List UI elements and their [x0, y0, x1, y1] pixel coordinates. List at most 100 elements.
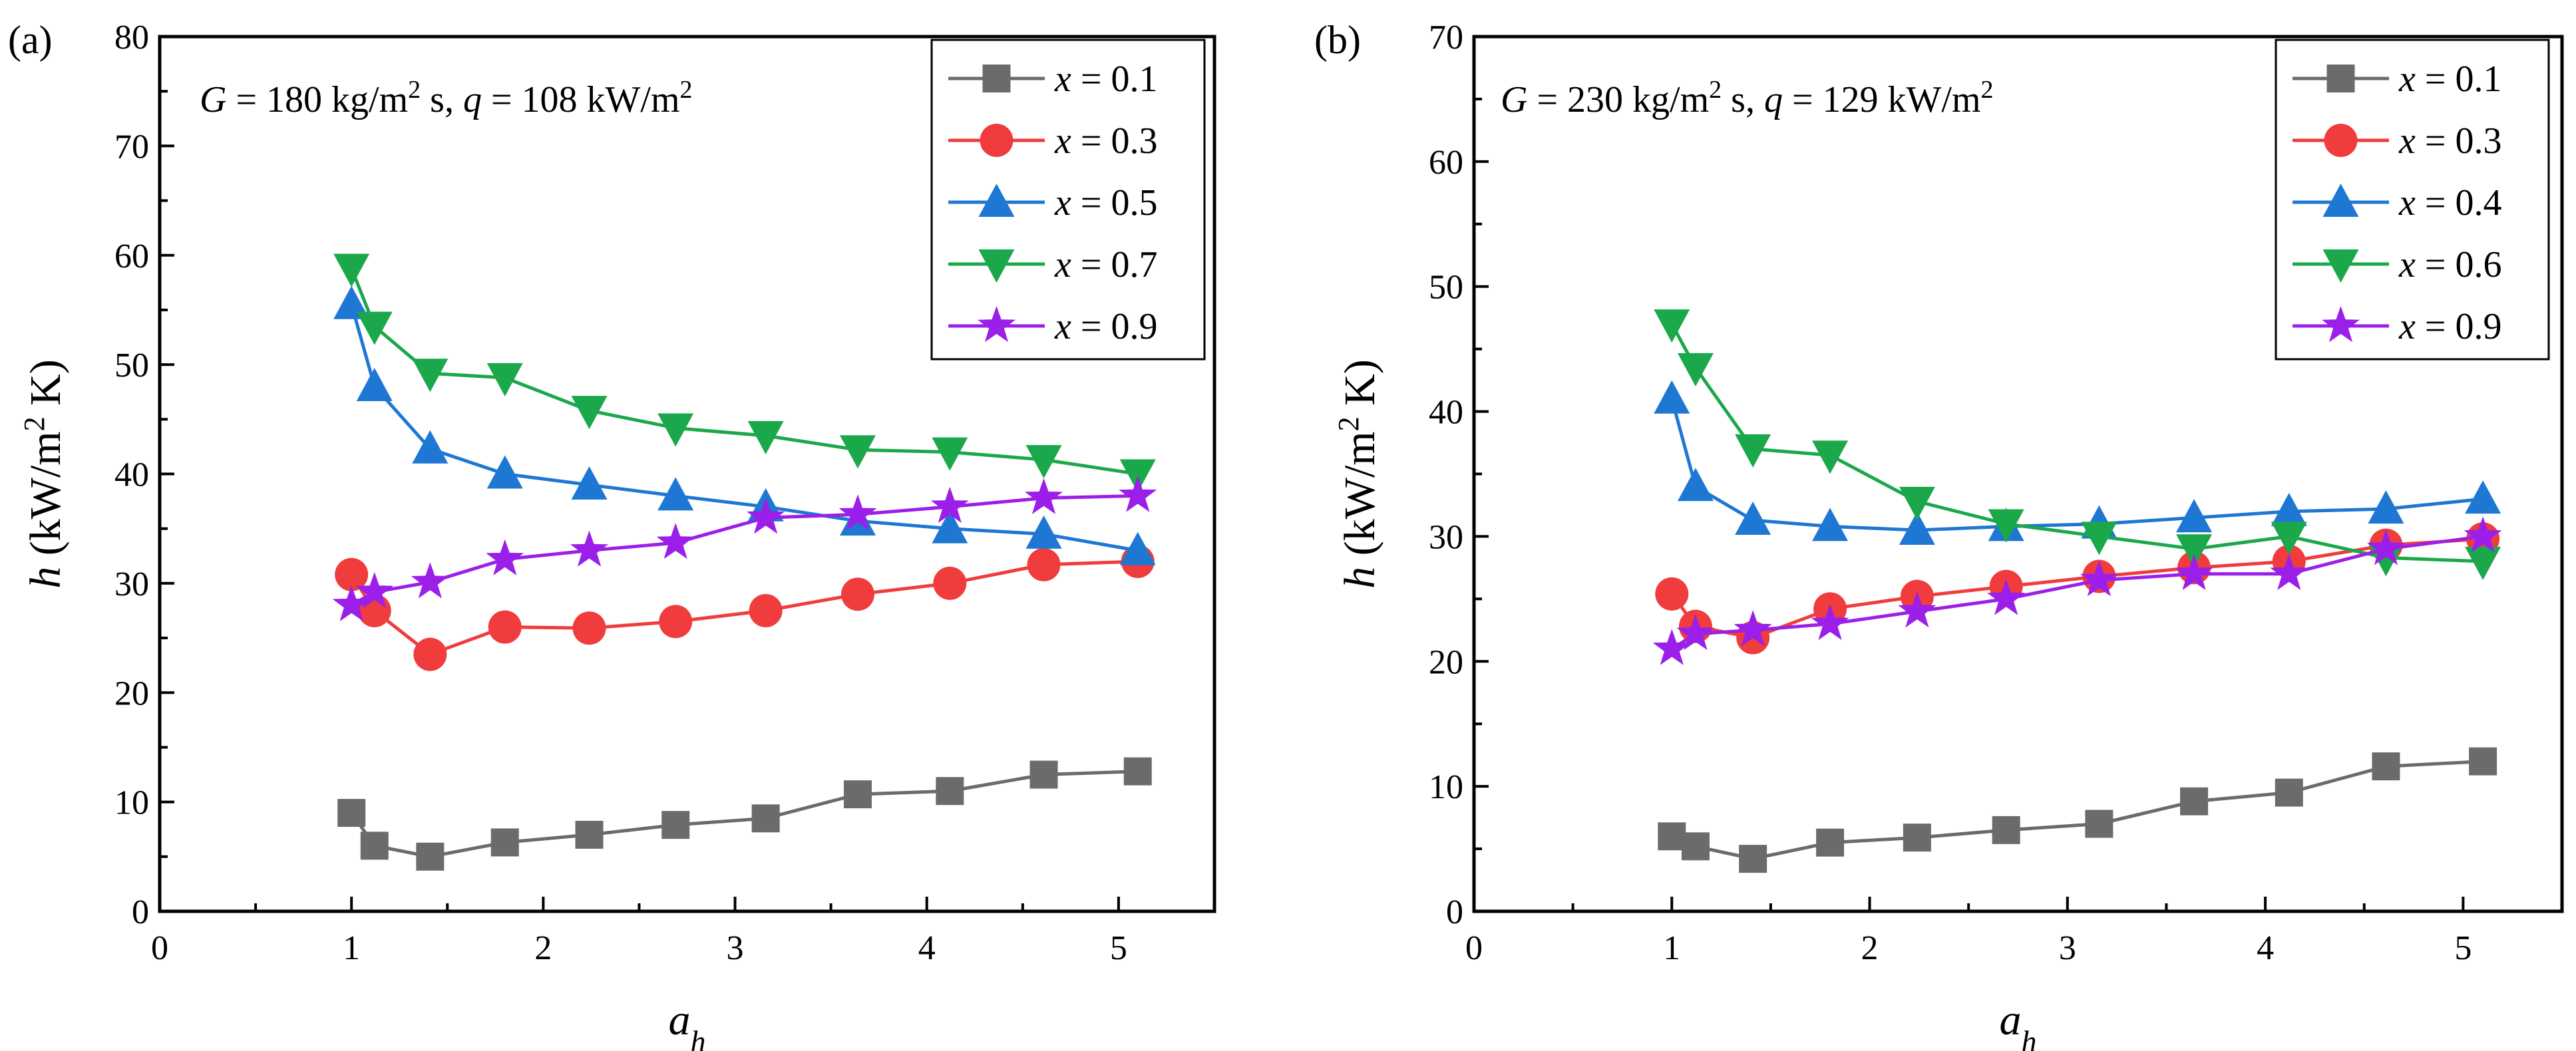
x-tick-label-a: 3 — [727, 929, 744, 967]
y-tick-label-a: 40 — [114, 456, 149, 494]
data-point — [1658, 822, 1686, 851]
data-point — [1029, 760, 1058, 789]
data-point — [411, 562, 449, 599]
y-tick-label-b: 50 — [1429, 269, 1463, 307]
data-point — [657, 477, 694, 511]
series-a-2 — [335, 545, 1155, 671]
data-point — [2372, 752, 2400, 781]
data-point — [1898, 591, 1936, 628]
data-point — [2465, 547, 2501, 580]
data-point — [838, 494, 877, 531]
data-point — [932, 510, 968, 543]
data-point — [751, 804, 780, 833]
data-point — [936, 777, 964, 806]
data-point — [1676, 614, 1715, 651]
data-point — [2275, 778, 2303, 807]
y-axis-title-a: h (kW/m2 K) — [18, 359, 71, 589]
data-point — [2176, 534, 2213, 568]
legend-box — [2275, 39, 2550, 361]
y-tick-label-b: 40 — [1429, 394, 1463, 432]
data-point — [932, 437, 968, 471]
data-point — [2081, 522, 2117, 555]
data-point — [1654, 380, 1690, 414]
data-point — [749, 593, 783, 627]
data-point — [2270, 553, 2308, 591]
legend-label: x = 0.1 — [2398, 59, 2501, 100]
data-point — [333, 285, 370, 319]
data-point — [572, 611, 606, 645]
data-point — [1903, 824, 1931, 852]
legend-label: x = 0.7 — [1054, 244, 1157, 285]
x-tick-label-a: 1 — [343, 929, 360, 967]
legend-label: x = 0.6 — [2398, 244, 2501, 285]
data-point — [1677, 353, 1714, 386]
x-tick-label-a: 2 — [534, 929, 552, 967]
y-tick-label-b: 30 — [1429, 518, 1463, 556]
data-point — [486, 539, 524, 575]
data-point — [333, 253, 370, 287]
x-tick-label-b: 0 — [1465, 929, 1483, 967]
data-point — [490, 828, 519, 857]
data-point — [412, 359, 449, 392]
data-point — [1025, 478, 1063, 514]
data-point — [1992, 816, 2020, 844]
legend-label: x = 0.1 — [1054, 59, 1157, 100]
x-tick-label-a: 0 — [151, 929, 168, 967]
y-tick-label-a: 80 — [114, 19, 149, 57]
data-point — [570, 530, 609, 567]
data-point — [1734, 610, 1772, 647]
data-point — [1025, 445, 1062, 479]
data-point — [416, 842, 445, 871]
x-axis-title-a: ah — [669, 996, 706, 1051]
series-a-5 — [332, 476, 1157, 621]
series-line — [350, 559, 1138, 657]
legend-marker — [982, 65, 1011, 92]
data-point — [2271, 492, 2307, 526]
y-tick-label-a: 30 — [114, 565, 149, 603]
x-axis-title-b: ah — [2000, 996, 2037, 1051]
data-point — [661, 811, 690, 839]
legend-marker — [978, 249, 1015, 283]
legend-label: x = 0.9 — [2398, 306, 2501, 347]
panel-label-a: (a) — [8, 18, 53, 62]
data-point — [930, 486, 969, 524]
data-point — [1816, 828, 1845, 857]
data-point — [747, 498, 785, 534]
data-point — [1119, 476, 1157, 512]
data-point — [2271, 522, 2307, 555]
data-point — [659, 605, 693, 639]
x-tick-label-b: 1 — [1663, 929, 1680, 967]
data-point — [1987, 579, 2026, 615]
data-point — [571, 396, 608, 430]
data-point — [2180, 787, 2209, 816]
y-tick-label-a: 60 — [114, 237, 149, 275]
data-point — [747, 420, 784, 454]
data-point — [1735, 434, 1771, 468]
y-tick-label-b: 70 — [1429, 19, 1463, 57]
legend-label: x = 0.3 — [1054, 120, 1157, 162]
data-point — [356, 368, 393, 401]
data-point — [1739, 845, 1767, 873]
data-point — [1654, 309, 1690, 343]
data-point — [2465, 480, 2501, 514]
series-b-2 — [1655, 522, 2500, 655]
series-b-3 — [1654, 380, 2501, 545]
data-point — [1027, 547, 1061, 581]
y-tick-label-b: 60 — [1429, 144, 1463, 182]
x-tick-label-b: 5 — [2454, 929, 2472, 967]
condition-annotation-b: G = 230 kg/m2 s, q = 129 kW/m2 — [1501, 76, 1994, 120]
series-b-5 — [1652, 516, 2502, 665]
legend-marker — [2322, 306, 2360, 343]
data-point — [335, 557, 369, 591]
data-point — [2175, 553, 2213, 591]
data-point — [356, 311, 393, 345]
legend-marker — [2322, 184, 2359, 217]
x-tick-label-a: 4 — [918, 929, 936, 967]
data-point — [575, 820, 604, 849]
y-axis-title-b: h (kW/m2 K) — [1332, 359, 1385, 589]
series-a-3 — [333, 285, 1156, 565]
y-tick-label-b: 0 — [1446, 893, 1463, 931]
data-point — [2176, 499, 2213, 533]
